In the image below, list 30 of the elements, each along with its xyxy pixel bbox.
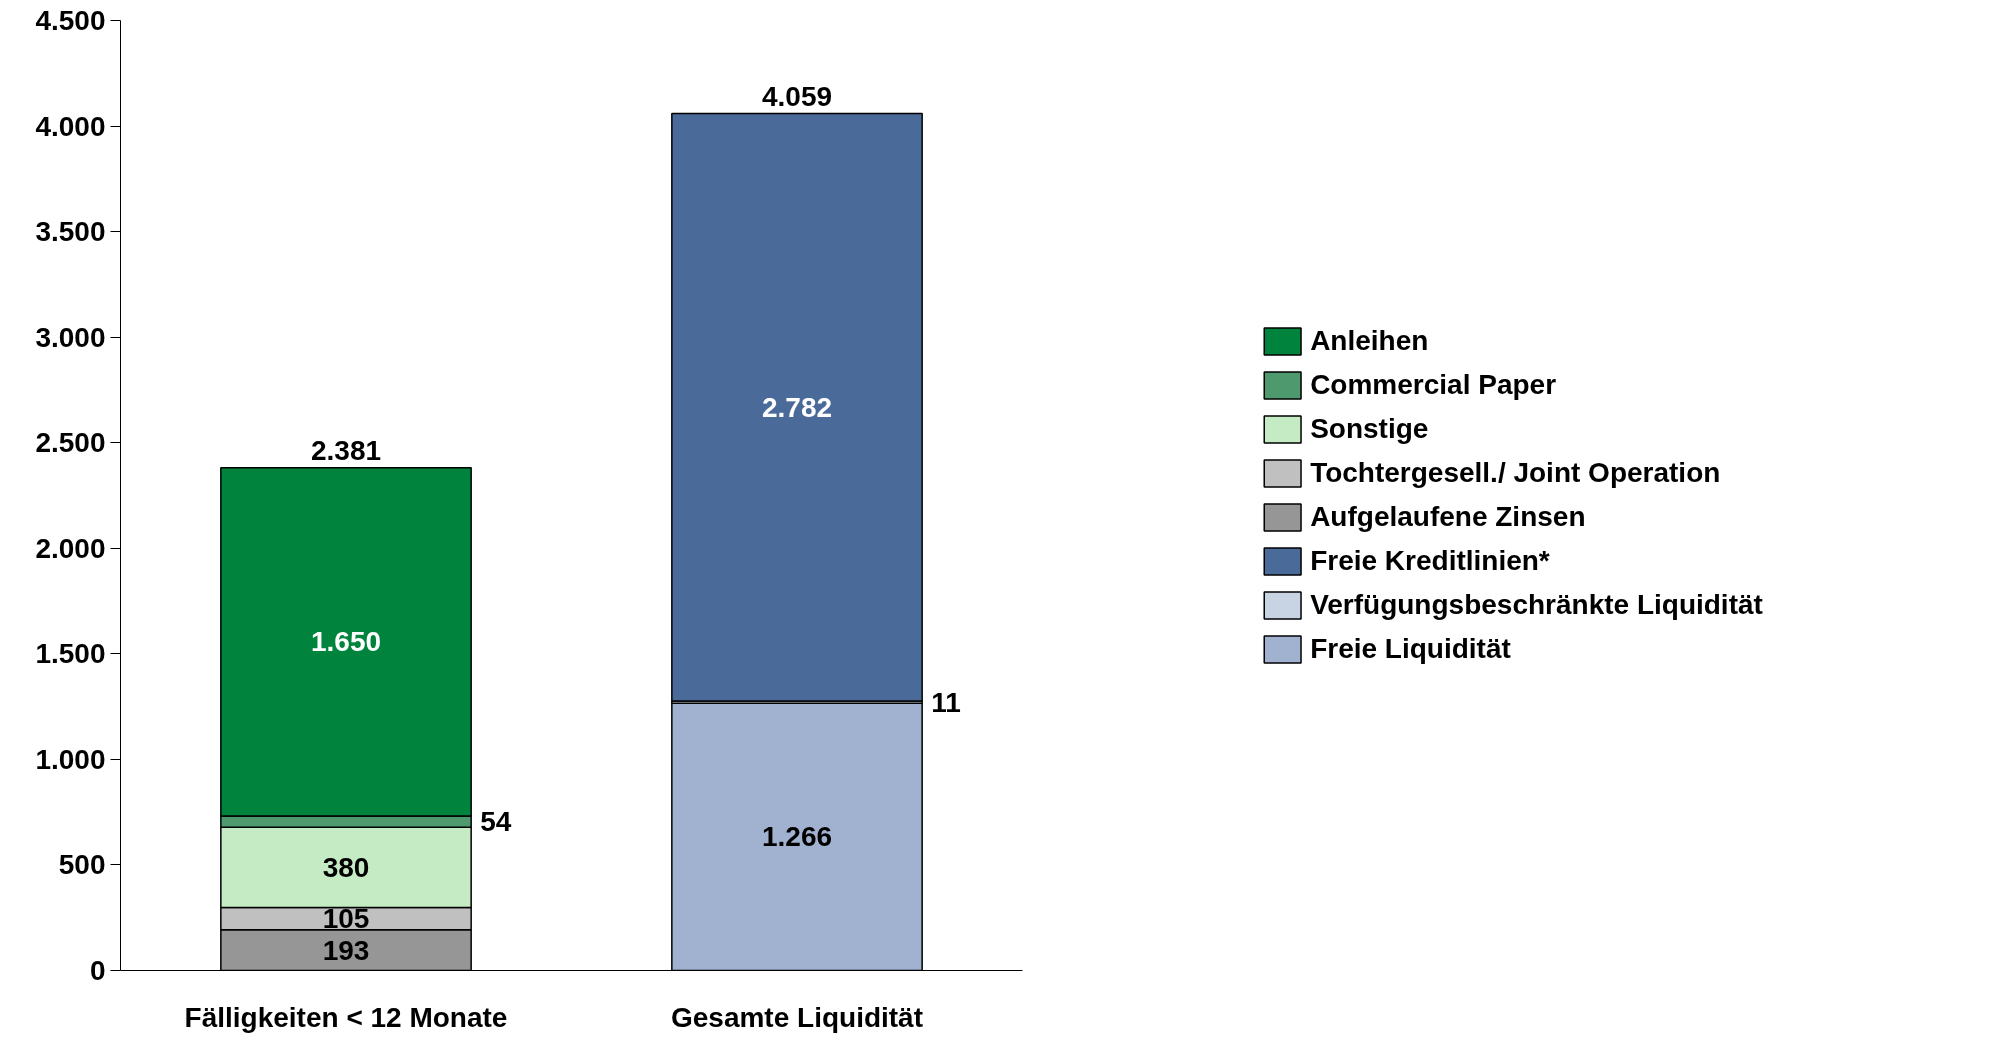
data-label: 105 xyxy=(322,903,370,935)
y-tick-label: 0 xyxy=(89,955,106,986)
data-label: 380 xyxy=(322,851,370,883)
legend-label: Freie Liquidität xyxy=(1310,633,1511,665)
y-tick-label: 4.000 xyxy=(35,110,106,142)
data-label: 193 xyxy=(322,934,370,966)
data-label: 11 xyxy=(931,686,961,718)
total-label: 2.381 xyxy=(310,434,382,466)
legend-label: Commercial Paper xyxy=(1310,369,1557,401)
data-label: 1.266 xyxy=(761,821,833,853)
y-tick-label: 1.000 xyxy=(35,743,106,775)
y-tick-label: 3.500 xyxy=(35,216,106,248)
x-tick-label: Fälligkeiten < 12 Monate xyxy=(184,1001,508,1033)
legend-label: Sonstige xyxy=(1310,413,1429,445)
y-tick-label: 500 xyxy=(58,849,106,881)
total-label: 4.059 xyxy=(761,80,833,112)
data-label: 2.782 xyxy=(761,391,833,423)
data-label: 54 xyxy=(480,806,512,838)
legend-label: Verfügungsbeschränkte Liquidität xyxy=(1310,589,1763,621)
y-tick-label: 4.500 xyxy=(35,5,106,36)
legend-label: Aufgelaufene Zinsen xyxy=(1310,501,1586,533)
y-tick-label: 1.500 xyxy=(35,638,106,670)
data-label: 1.650 xyxy=(310,626,382,658)
y-tick-label: 2.000 xyxy=(35,532,106,564)
y-tick-label: 3.000 xyxy=(35,321,106,353)
legend-label: Tochtergesell./ Joint Operation xyxy=(1310,457,1721,489)
legend-label: Anleihen xyxy=(1310,325,1429,357)
x-tick-label: Gesamte Liquidität xyxy=(670,1001,924,1033)
y-tick-label: 2.500 xyxy=(35,427,106,459)
legend-label: Freie Kreditlinien* xyxy=(1310,545,1550,577)
